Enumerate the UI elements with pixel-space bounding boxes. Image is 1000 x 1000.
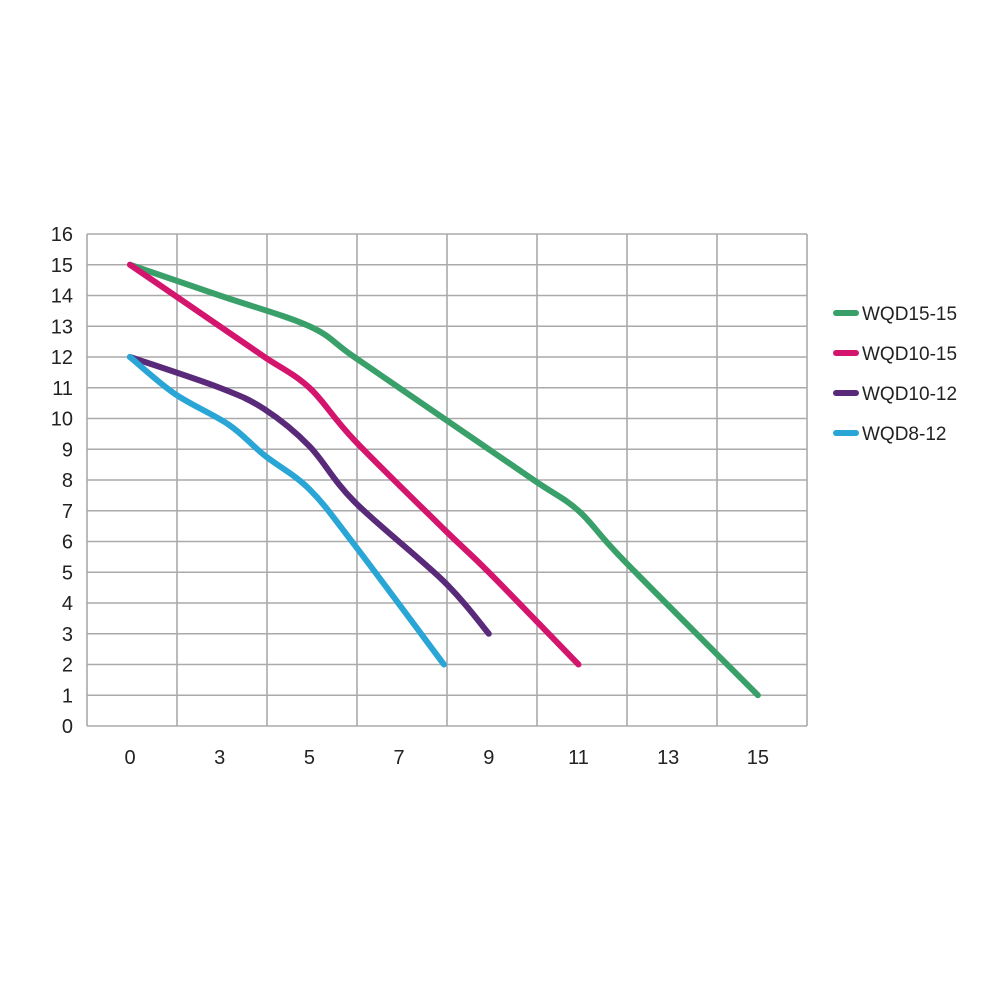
legend-label: WQD10-15 [862,344,957,365]
series-line-wqd15-15 [127,261,761,699]
y-tick-label: 13 [51,316,73,338]
y-tick-label: 3 [62,624,73,646]
series-line-wqd10-12 [127,354,492,637]
series-lines [127,261,761,699]
y-tick-label: 15 [51,255,73,277]
y-tick-label: 11 [52,378,73,400]
y-tick-label: 2 [62,655,73,677]
x-tick-label: 3 [214,747,225,769]
legend-label: WQD15-15 [862,304,957,325]
legend-label: WQD8-12 [862,424,946,445]
y-tick-label: 6 [62,532,73,554]
y-tick-label: 16 [51,224,73,246]
x-tick-label: 5 [304,747,315,769]
y-tick-label: 1 [62,685,73,707]
x-tick-label: 11 [568,747,589,769]
legend: WQD15-15 WQD10-15 WQD10-12 WQD8-12 [833,304,957,445]
x-tick-label: 9 [483,747,494,769]
x-tick-label: 0 [124,747,135,769]
series-line-wqd10-15 [127,261,582,668]
y-tick-label: 4 [62,593,73,615]
series-line-wqd8-12 [127,354,447,668]
grid [86,233,808,727]
y-tick-label: 8 [62,470,73,492]
y-tick-label: 14 [51,286,73,308]
legend-label: WQD10-12 [862,384,957,405]
x-tick-label: 13 [657,747,679,769]
y-tick-label: 5 [62,562,73,584]
y-tick-label: 7 [62,501,73,523]
y-tick-label: 12 [51,347,73,369]
x-tick-label: 7 [394,747,405,769]
x-axis-ticks: 0 3 5 7 9 11 13 15 [124,747,769,769]
y-tick-label: 9 [62,439,73,461]
y-tick-label: 10 [51,409,73,431]
x-tick-label: 15 [747,747,769,769]
y-tick-label: 0 [62,716,73,738]
